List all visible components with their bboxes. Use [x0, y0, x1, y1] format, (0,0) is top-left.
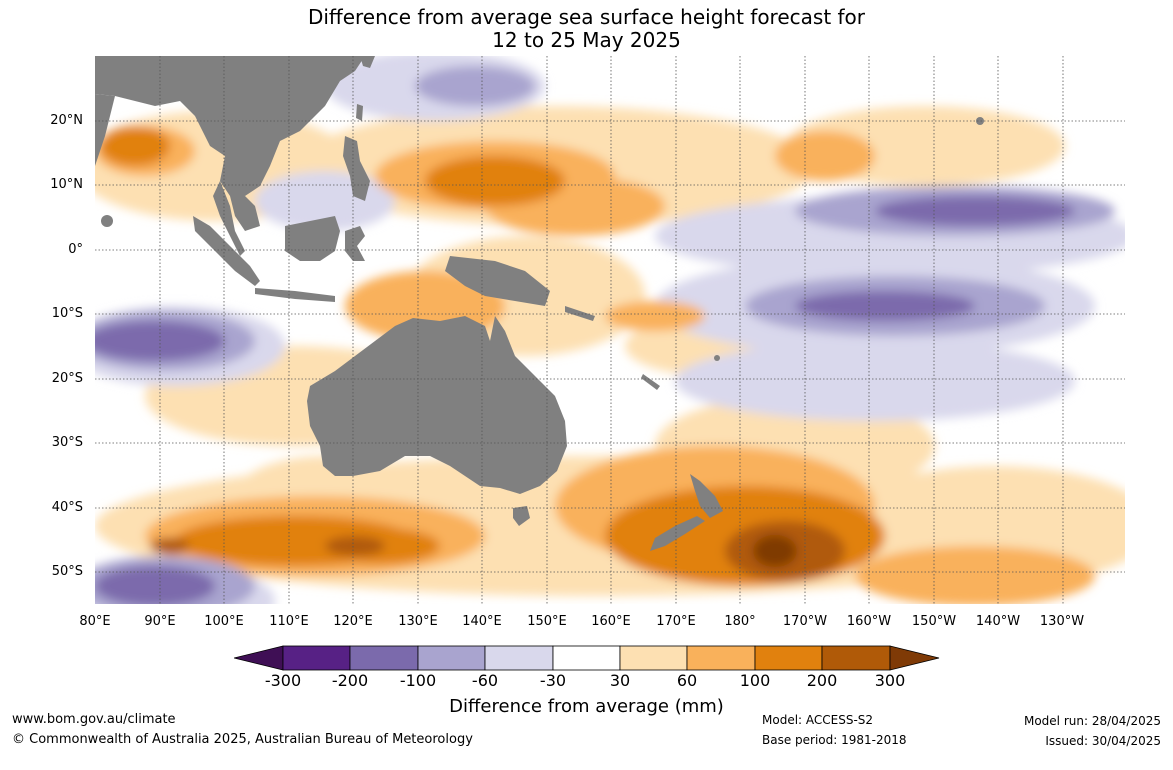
colorbar-swatch-200-300 — [821, 645, 891, 671]
colorbar — [234, 645, 940, 671]
colorbar-swatch-30-60 — [619, 645, 688, 671]
lon-label-140w: 140°W — [975, 614, 1021, 629]
colorbar-swatch-100-60 — [417, 645, 486, 671]
colorbar-tick-300: 300 — [874, 671, 906, 690]
lon-label-100e: 100°E — [204, 614, 244, 629]
colorbar-swatch-below-300 — [234, 645, 284, 671]
india-landmass — [95, 94, 115, 166]
colorbar-label: Difference from average (mm) — [449, 696, 724, 717]
japan — [360, 56, 375, 68]
colorbar-swatch-200-100 — [349, 645, 419, 671]
australia — [307, 316, 567, 494]
footer-model-run: Model run: 28/04/2025 — [1023, 714, 1161, 728]
sumatra — [193, 216, 260, 286]
colorbar-tick-60: 60 — [676, 671, 698, 690]
colorbar-swatch-60-30 — [484, 645, 554, 671]
new-guinea — [445, 256, 550, 306]
sri-lanka — [101, 215, 113, 227]
graticule — [95, 56, 1125, 604]
colorbar-tick-neg30: -30 — [539, 671, 567, 690]
philippines — [343, 136, 370, 201]
footer-issued: Issued: 30/04/2025 — [1045, 734, 1161, 748]
lon-label-180: 180° — [724, 614, 756, 629]
hawaii — [976, 117, 984, 125]
colorbar-swatch-100-200 — [754, 645, 823, 671]
lat-label-20s: 20°S — [51, 371, 83, 386]
lat-label-eq: 0° — [68, 242, 83, 257]
indochina-landmass — [220, 156, 260, 231]
colorbar-tick-200: 200 — [806, 671, 838, 690]
footer-model: Model: ACCESS-S2 — [762, 713, 874, 727]
lon-label-160e: 160°E — [591, 614, 631, 629]
lat-label-50s: 50°S — [51, 564, 83, 579]
lon-label-90e: 90°E — [144, 614, 176, 629]
lon-label-130w: 130°W — [1039, 614, 1085, 629]
lon-label-80e: 80°E — [79, 614, 111, 629]
anomaly-map — [95, 56, 1125, 604]
lat-label-30s: 30°S — [51, 435, 83, 450]
colorbar-tick-neg100: -100 — [399, 671, 437, 690]
footer-base-period: Base period: 1981-2018 — [762, 733, 907, 747]
taiwan — [356, 104, 363, 121]
colorbar-tick-30: 30 — [609, 671, 631, 690]
lon-label-130e: 130°E — [398, 614, 438, 629]
lon-label-120e: 120°E — [333, 614, 373, 629]
colorbar-tick-neg200: -200 — [331, 671, 369, 690]
lon-label-160w: 160°W — [846, 614, 892, 629]
lat-label-20n: 20°N — [50, 113, 83, 128]
java — [255, 288, 335, 302]
anomaly-map-svg — [95, 56, 1125, 604]
lon-label-140e: 140°E — [462, 614, 502, 629]
new-caledonia — [641, 374, 660, 390]
lat-label-10s: 10°S — [51, 306, 83, 321]
lat-label-40s: 40°S — [51, 500, 83, 515]
tasmania — [513, 506, 530, 526]
new-zealand-north — [690, 474, 723, 518]
lon-label-150w: 150°W — [911, 614, 957, 629]
new-zealand-south — [650, 516, 705, 551]
lon-label-110e: 110°E — [269, 614, 309, 629]
anomaly-neg100-200 — [95, 196, 1075, 604]
lon-label-150e: 150°E — [527, 614, 567, 629]
lon-label-170w: 170°W — [782, 614, 828, 629]
colorbar-tick-100: 100 — [739, 671, 771, 690]
anomaly-field — [95, 56, 1125, 604]
anomaly-over-300 — [753, 535, 797, 567]
lon-label-170e: 170°E — [656, 614, 696, 629]
colorbar-swatch-neutral — [552, 645, 621, 671]
lat-label-10n: 10°N — [50, 177, 83, 192]
map-title-line2: 12 to 25 May 2025 — [492, 28, 681, 52]
colorbar-swatch-300-200 — [282, 645, 351, 671]
fiji — [714, 355, 720, 361]
solomon-islands — [565, 306, 595, 321]
footer-website: www.bom.gov.au/climate — [12, 712, 176, 727]
malay-peninsula — [213, 181, 245, 256]
colorbar-swatch-60-100 — [686, 645, 756, 671]
asia-landmass — [95, 56, 365, 196]
sulawesi — [345, 226, 365, 261]
map-title-line1: Difference from average sea surface heig… — [307, 5, 866, 29]
colorbar-tick-neg300: -300 — [264, 671, 302, 690]
footer-copyright: © Commonwealth of Australia 2025, Austra… — [12, 732, 473, 747]
colorbar-swatch-above-300 — [889, 645, 940, 671]
colorbar-tick-neg60: -60 — [471, 671, 499, 690]
land-masses — [95, 56, 984, 551]
